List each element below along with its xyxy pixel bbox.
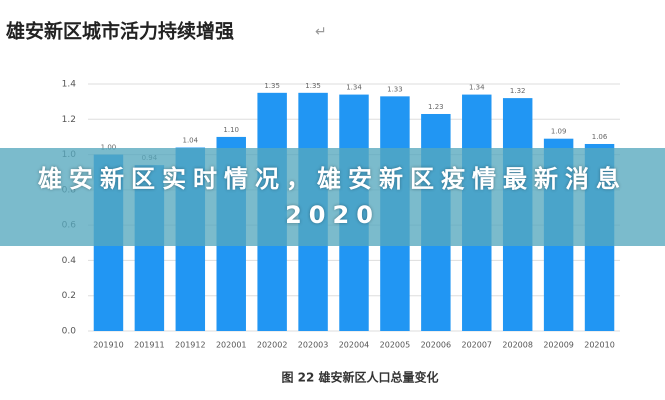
data-label: 1.32 bbox=[510, 87, 526, 95]
header-title: 雄安新区城市活力持续增强 bbox=[5, 20, 234, 43]
x-tick-label: 202003 bbox=[298, 341, 329, 350]
data-label: 1.06 bbox=[592, 133, 608, 141]
data-label: 1.23 bbox=[428, 103, 444, 111]
banner-title: 雄安新区实时情况，雄安新区疫情最新消息2020 bbox=[38, 165, 627, 229]
x-tick-label: 201910 bbox=[93, 341, 124, 350]
data-label: 1.35 bbox=[305, 82, 321, 90]
paragraph-mark: ↵ bbox=[315, 24, 327, 40]
x-tick-label: 202004 bbox=[339, 341, 370, 350]
y-tick-label: 0.0 bbox=[62, 327, 77, 337]
x-tick-label: 202002 bbox=[257, 341, 288, 350]
x-tick-label: 201911 bbox=[134, 341, 165, 350]
x-tick-label: 201912 bbox=[175, 341, 206, 350]
chart-caption: 图 22 雄安新区人口总量变化 bbox=[281, 370, 438, 385]
data-label: 1.34 bbox=[469, 84, 485, 92]
x-tick-label: 202008 bbox=[502, 341, 533, 350]
x-tick-label: 202010 bbox=[584, 341, 615, 350]
data-label: 1.33 bbox=[387, 85, 403, 93]
y-tick-label: 0.4 bbox=[62, 256, 77, 266]
data-label: 1.04 bbox=[183, 137, 199, 145]
x-tick-label: 202009 bbox=[543, 341, 574, 350]
x-tick-label: 202001 bbox=[216, 341, 247, 350]
x-tick-label: 202007 bbox=[461, 341, 492, 350]
data-label: 1.34 bbox=[346, 84, 362, 92]
x-tick-label: 202005 bbox=[380, 341, 411, 350]
data-label: 1.10 bbox=[223, 126, 239, 134]
x-tick-label: 202006 bbox=[421, 341, 452, 350]
data-label: 1.00 bbox=[101, 144, 117, 152]
banner: 雄安新区实时情况，雄安新区疫情最新消息2020 bbox=[0, 148, 665, 246]
data-label: 1.35 bbox=[264, 82, 280, 90]
y-tick-label: 0.2 bbox=[62, 291, 76, 301]
y-tick-label: 1.4 bbox=[62, 80, 77, 90]
data-label: 1.09 bbox=[551, 128, 567, 136]
y-tick-label: 1.2 bbox=[62, 115, 76, 125]
